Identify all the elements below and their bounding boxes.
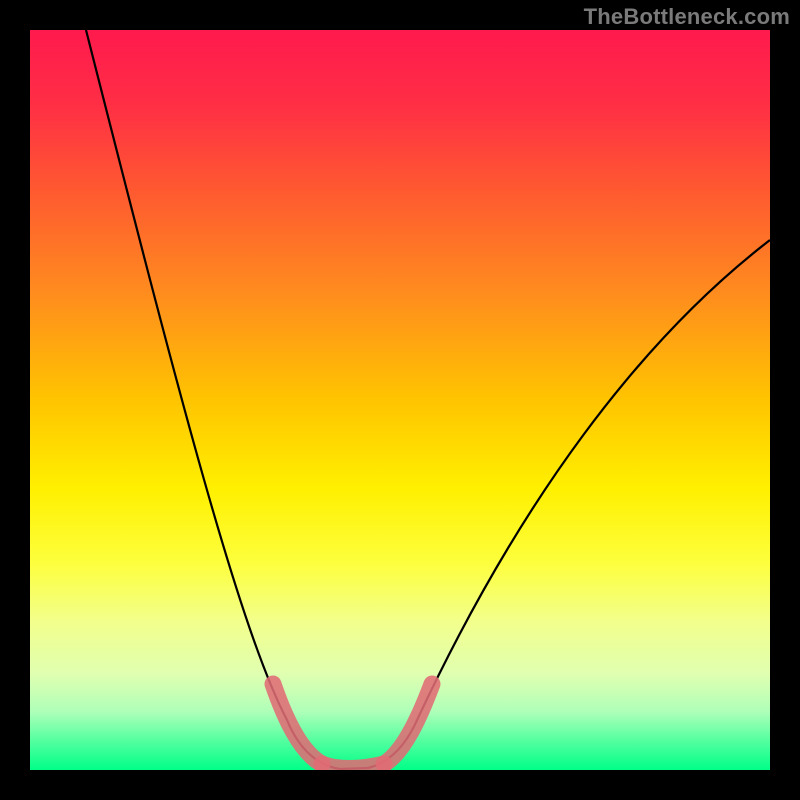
watermark-text: TheBottleneck.com	[584, 4, 790, 30]
bottleneck-chart	[0, 0, 800, 800]
plot-background	[30, 30, 770, 770]
highlight-segment-bottom	[322, 764, 384, 769]
